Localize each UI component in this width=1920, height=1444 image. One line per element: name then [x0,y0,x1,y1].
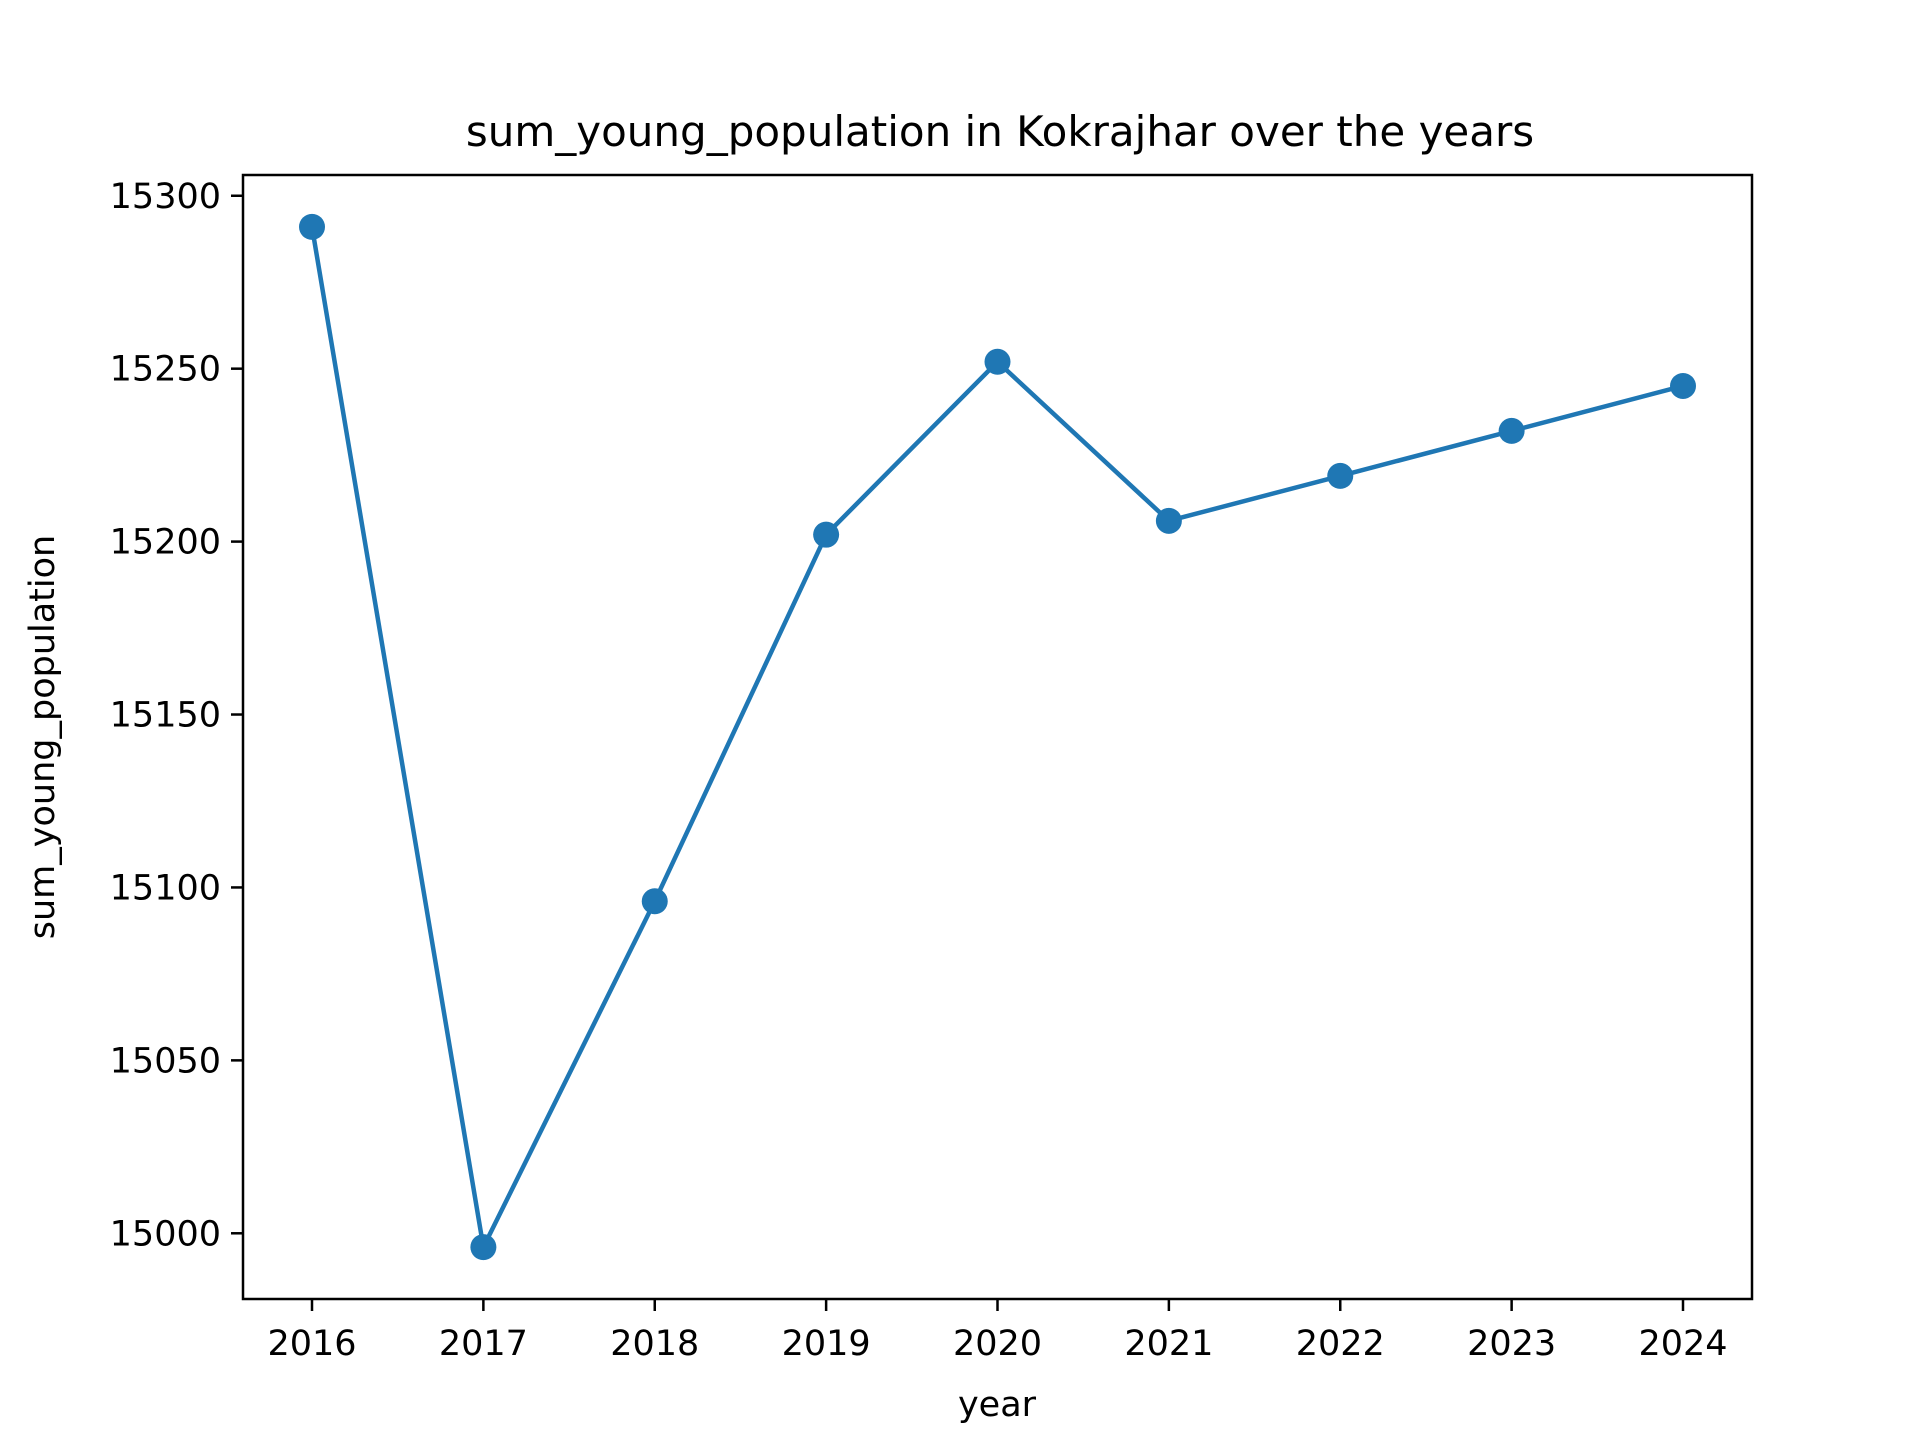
x-tick-label: 2020 [953,1324,1042,1364]
x-tick-label: 2023 [1467,1324,1556,1364]
y-tick-label: 15150 [110,696,221,736]
data-point [641,888,668,915]
data-point [1670,372,1696,399]
y-axis: 15000 15050 15100 15150 15200 15250 15300 [110,177,243,1254]
y-tick-label: 15300 [110,177,221,217]
x-axis: 2016 2017 2018 2019 2020 2021 2022 2023 2024 [267,1299,1728,1364]
plot-area [299,213,1696,1261]
y-tick-label: 15200 [110,523,221,563]
chart-title: sum_young_population in Kokrajhar over t… [466,107,1534,156]
data-point [984,348,1011,375]
y-axis-label: sum_young_population [23,535,63,939]
x-tick-label: 2017 [439,1324,528,1364]
data-point [299,213,325,240]
data-point [1155,507,1182,534]
y-tick-label: 15250 [110,350,221,390]
x-tick-label: 2018 [610,1324,699,1364]
x-tick-label: 2024 [1638,1324,1727,1364]
y-tick-label: 15050 [110,1041,221,1081]
y-tick-label: 15000 [110,1214,221,1254]
x-axis-label: year [958,1385,1037,1425]
x-tick-label: 2019 [782,1324,871,1364]
data-point [813,521,840,548]
x-tick-label: 2022 [1296,1324,1385,1364]
data-point [470,1234,497,1261]
x-tick-label: 2016 [267,1324,356,1364]
y-tick-label: 15100 [110,868,221,908]
x-tick-label: 2021 [1124,1324,1213,1364]
data-point [1327,462,1354,489]
data-point [1498,417,1525,444]
